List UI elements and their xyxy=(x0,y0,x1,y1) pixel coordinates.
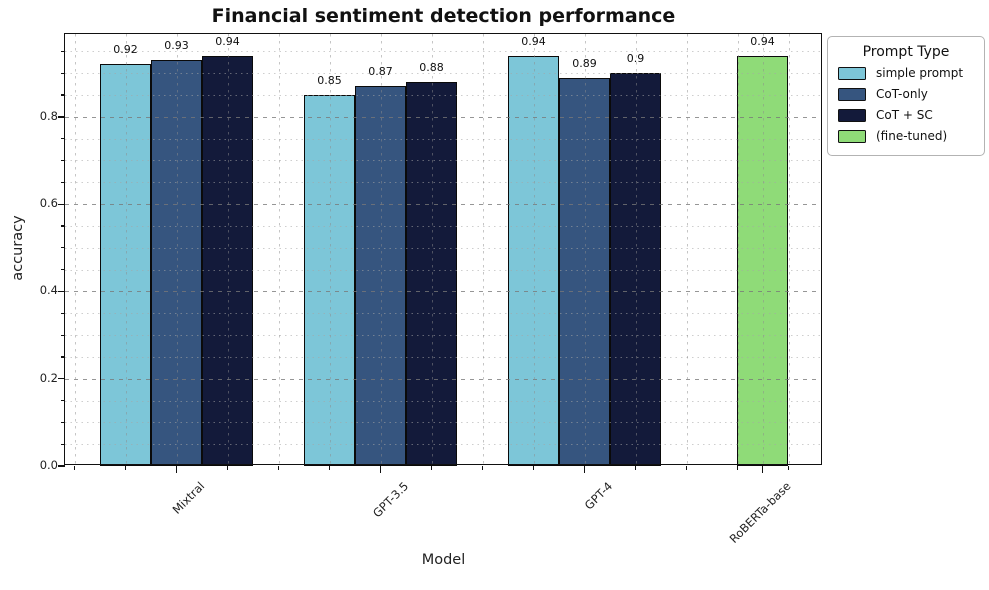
legend-swatch-cot-sc xyxy=(838,108,866,122)
gridline-v xyxy=(788,34,790,466)
gridline-v xyxy=(278,34,280,466)
bar-Mixtral-CoT + SC xyxy=(202,55,253,466)
bar-value-label: 0.9 xyxy=(626,52,645,66)
bar-GPT-3.5-CoT-only xyxy=(355,86,406,466)
y-minor-tick xyxy=(61,94,65,96)
legend-label: CoT + SC xyxy=(876,108,933,122)
y-minor-tick xyxy=(61,334,65,336)
y-minor-tick xyxy=(61,356,65,358)
x-major-tick xyxy=(379,466,382,473)
y-minor-tick xyxy=(61,50,65,52)
legend-title: Prompt Type xyxy=(862,44,950,60)
bar-GPT-3.5-simple prompt xyxy=(304,94,355,466)
x-minor-tick xyxy=(787,466,790,470)
x-axis-label: Model xyxy=(421,552,466,568)
legend-item: CoT + SC xyxy=(837,108,975,122)
y-minor-tick xyxy=(61,247,65,249)
x-minor-tick xyxy=(481,466,484,470)
gridline-v xyxy=(74,34,76,466)
x-minor-tick xyxy=(328,466,331,470)
x-tick-label-GPT-3.5: GPT-3.5 xyxy=(370,479,412,521)
y-minor-tick xyxy=(61,72,65,74)
legend-item: (fine-tuned) xyxy=(837,129,975,143)
x-minor-tick xyxy=(532,466,535,470)
y-tick-label: 0.6 xyxy=(39,196,58,211)
x-minor-tick xyxy=(685,466,688,470)
y-major-tick xyxy=(58,378,65,380)
x-minor-tick xyxy=(634,466,637,470)
x-minor-tick xyxy=(736,466,739,470)
x-tick-label-RoBERTa-base: RoBERTa-base xyxy=(726,479,794,546)
bar-Mixtral-simple prompt xyxy=(100,64,151,466)
bar-Mixtral-CoT-only xyxy=(151,60,202,466)
y-tick-label: 0.2 xyxy=(39,370,58,385)
y-minor-tick xyxy=(61,400,65,402)
y-minor-tick xyxy=(61,159,65,162)
legend-swatch-fine-tuned xyxy=(838,129,866,143)
bar-RoBERTa-base-(fine-tuned) xyxy=(737,55,788,466)
y-major-tick xyxy=(58,290,65,293)
y-major-tick xyxy=(58,203,65,205)
bar-GPT-4-CoT + SC xyxy=(610,73,661,466)
chart-title: Financial sentiment detection performanc… xyxy=(211,5,676,27)
x-tick-label-Mixtral: Mixtral xyxy=(169,479,208,517)
bar-value-label: 0.88 xyxy=(419,60,444,74)
bar-value-label: 0.94 xyxy=(750,34,775,48)
x-minor-tick xyxy=(430,466,433,470)
y-major-tick xyxy=(58,465,65,467)
x-major-tick xyxy=(583,466,586,473)
y-minor-tick xyxy=(61,269,65,271)
legend-label: CoT-only xyxy=(876,87,928,101)
legend: Prompt Type simple prompt CoT-only CoT +… xyxy=(827,36,985,156)
x-minor-tick xyxy=(226,466,229,470)
y-tick-label: 0.8 xyxy=(39,108,58,123)
legend-item: CoT-only xyxy=(837,87,975,101)
legend-swatch-simple-prompt xyxy=(838,66,866,80)
legend-item: simple prompt xyxy=(837,66,975,80)
y-minor-tick xyxy=(61,138,65,140)
y-major-tick xyxy=(58,116,65,118)
gridline-v xyxy=(482,34,484,466)
x-minor-tick xyxy=(73,466,76,470)
y-tick-label: 0.4 xyxy=(39,283,58,298)
x-major-tick xyxy=(175,466,178,473)
y-minor-tick xyxy=(61,225,65,227)
y-minor-tick xyxy=(61,421,65,424)
x-minor-tick xyxy=(277,466,280,470)
gridline-v xyxy=(686,34,688,466)
bar-value-label: 0.94 xyxy=(521,34,546,48)
bar-GPT-4-CoT-only xyxy=(559,77,610,466)
x-minor-tick xyxy=(124,466,127,470)
y-minor-tick xyxy=(61,312,65,314)
y-minor-tick xyxy=(61,181,65,183)
y-tick-label: 0.0 xyxy=(39,458,58,472)
legend-swatch-cot-only xyxy=(838,87,866,101)
x-tick-label-GPT-4: GPT-4 xyxy=(581,479,616,513)
bar-GPT-4-simple prompt xyxy=(508,55,559,466)
x-major-tick xyxy=(761,466,764,473)
bar-value-label: 0.94 xyxy=(215,34,240,48)
y-minor-tick xyxy=(61,443,65,445)
bar-GPT-3.5-CoT + SC xyxy=(406,81,457,466)
legend-label: simple prompt xyxy=(876,66,964,80)
legend-label: (fine-tuned) xyxy=(876,129,948,143)
